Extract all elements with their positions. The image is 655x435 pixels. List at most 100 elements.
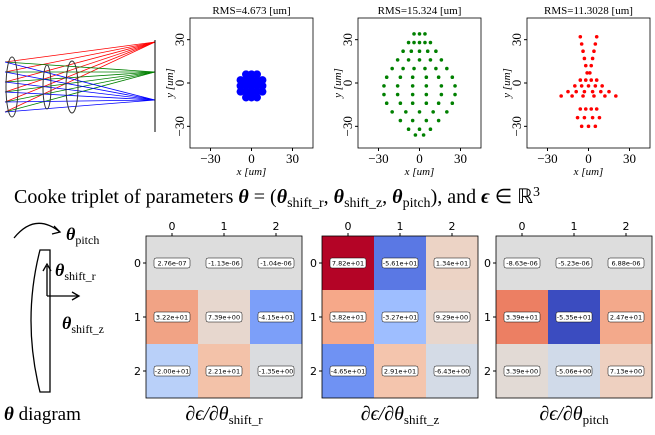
spot-point	[581, 49, 585, 53]
spot-point	[423, 41, 427, 45]
spot-point	[584, 64, 588, 68]
text-run: 3	[533, 185, 540, 200]
text-run: shift_z	[344, 196, 382, 211]
text-run: = (	[249, 186, 277, 208]
text-run: ∂ϵ/∂θ	[361, 403, 404, 425]
spot-point	[399, 101, 403, 105]
spot-point	[399, 75, 403, 79]
diagram-label: θshift_r	[55, 260, 96, 283]
y-tick-label: 30	[340, 33, 355, 46]
spot-point	[434, 49, 438, 53]
x-tick-label: −30	[368, 151, 388, 166]
cell-label: -1.13e-06	[208, 260, 239, 268]
y-tick-label: 0	[310, 257, 317, 270]
y-tick-label: −30	[172, 116, 187, 136]
x-tick-label: 2	[273, 220, 280, 233]
y-tick-label: 1	[310, 311, 317, 324]
caption: Cooke triplet of parameters θ = (θshift_…	[14, 185, 540, 211]
spot-point	[591, 116, 595, 120]
spot-point	[429, 58, 433, 62]
spot-point	[410, 49, 414, 53]
spot-point	[607, 90, 611, 94]
spot-point	[385, 101, 389, 105]
spot-point	[425, 84, 429, 88]
text-run: θ	[392, 186, 403, 208]
y-tick-label: 0	[134, 257, 141, 270]
diagram-label: θpitch	[66, 224, 99, 247]
spot-point	[426, 49, 430, 53]
x-axis-label: x [um]	[236, 166, 267, 178]
ray-diagram	[5, 40, 155, 132]
text-run: ,	[382, 186, 392, 208]
plot-title: RMS=15.324 [um]	[378, 5, 462, 17]
spot-point	[418, 127, 422, 131]
plot-title: RMS=4.673 [um]	[212, 5, 290, 17]
spot-point	[591, 90, 595, 94]
spot-point	[573, 84, 577, 88]
spot-point	[583, 57, 587, 61]
spot-point	[566, 90, 570, 94]
text-run: ), and	[431, 186, 482, 208]
spot-point	[437, 101, 441, 105]
spot-point	[584, 107, 588, 111]
y-axis-label: y [um]	[501, 68, 513, 99]
text-run: pitch	[75, 233, 99, 247]
text-run: pitch	[403, 196, 431, 211]
spot-point	[595, 107, 599, 111]
cell-label: 2.91e+01	[384, 368, 416, 376]
plot-frame	[527, 18, 650, 148]
cell-label: -5.61e+01	[383, 260, 418, 268]
spot-point	[396, 58, 400, 62]
x-tick-label: 2	[623, 220, 630, 233]
spot-point	[580, 84, 584, 88]
spot-point	[453, 93, 457, 97]
green-rays	[5, 62, 155, 112]
spot-point	[434, 67, 438, 71]
x-tick-label: 0	[416, 151, 423, 166]
spot-point	[429, 127, 433, 131]
text-run: shift_z	[71, 322, 104, 336]
spot-point	[594, 42, 598, 46]
cell-label: 3.39e+01	[506, 314, 538, 322]
spot-point	[407, 41, 411, 45]
spot-point	[407, 58, 411, 62]
cell-label: 9.29e+00	[436, 314, 468, 322]
spot-point	[584, 78, 588, 82]
y-axis-label: y [um]	[332, 68, 344, 99]
spot-point	[425, 93, 429, 97]
cell-label: 6.88e-06	[611, 260, 640, 268]
spot-point	[445, 110, 449, 114]
x-axis-label: ∂ϵ/∂θshift_r	[185, 403, 263, 427]
text-run: shift_r	[229, 412, 264, 427]
figure: Cooke triplet of parameters θ = (θshift_…	[0, 0, 655, 435]
spot-point	[579, 78, 583, 82]
spot-point	[589, 64, 593, 68]
x-tick-label: 0	[585, 151, 592, 166]
spot-point	[429, 41, 433, 45]
spot-point	[382, 93, 386, 97]
y-tick-label: 1	[484, 311, 491, 324]
spot-point	[418, 49, 422, 53]
x-tick-label: −30	[200, 151, 220, 166]
y-tick-label: 30	[509, 33, 524, 46]
cell-label: -5.06e+00	[557, 368, 592, 376]
spot-point	[412, 67, 416, 71]
cell-label: 2.21e+01	[208, 368, 240, 376]
spot-point	[437, 75, 441, 79]
cell-label: -4.15e+01	[259, 314, 294, 322]
cell-label: 7.82e+01	[332, 260, 364, 268]
spot-point	[445, 67, 449, 71]
spot-point	[411, 93, 415, 97]
spot-point	[594, 84, 598, 88]
cell-label: -4.65e+01	[331, 368, 366, 376]
spot-point	[595, 35, 599, 39]
theta-diagram	[14, 223, 79, 392]
spot-point	[396, 93, 400, 97]
x-axis-label: ∂ϵ/∂θpitch	[539, 403, 609, 427]
spot-point	[580, 125, 584, 129]
y-tick-label: 2	[484, 365, 491, 378]
y-tick-label: 2	[310, 365, 317, 378]
spot-point	[437, 119, 441, 123]
spot-point	[390, 110, 394, 114]
spot-point	[411, 75, 415, 79]
